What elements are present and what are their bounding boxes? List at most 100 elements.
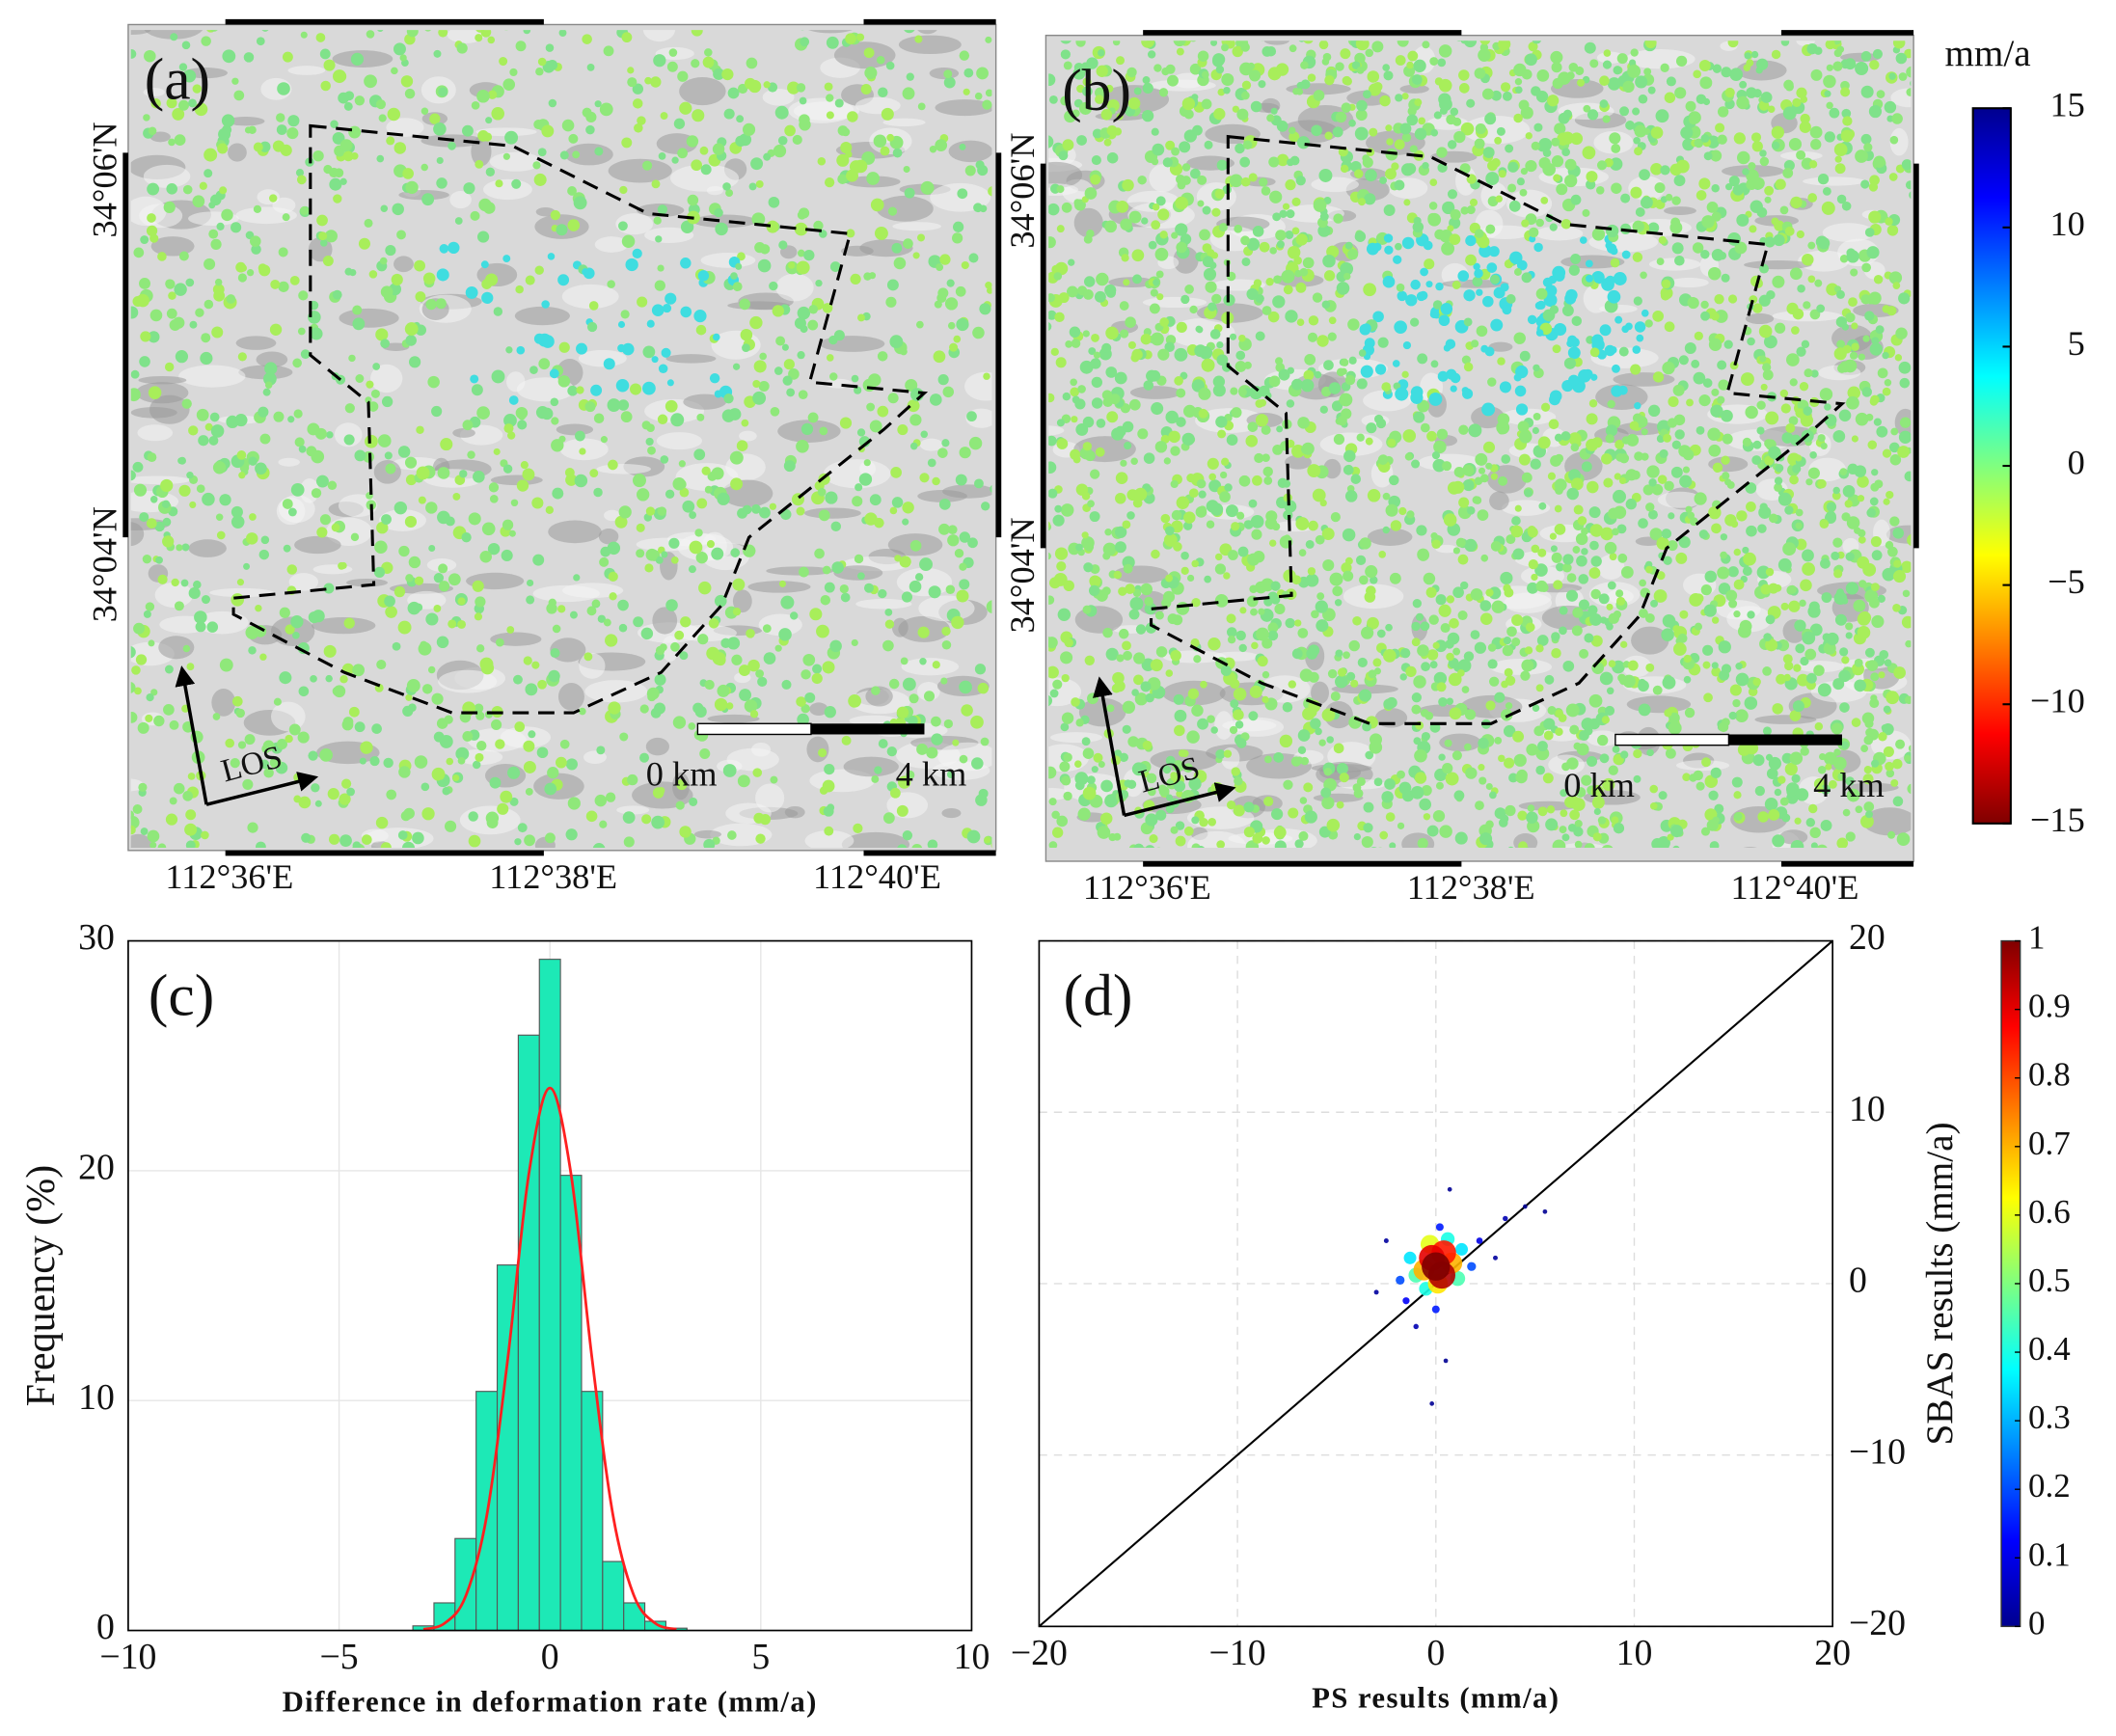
ps-point [1395, 242, 1402, 251]
hillshade [154, 582, 194, 608]
ps-point [1745, 482, 1757, 494]
ps-point [1576, 555, 1587, 567]
ps-point [463, 182, 475, 195]
ps-point [1611, 816, 1619, 825]
ps-point [1488, 246, 1500, 258]
ps-point [1355, 555, 1367, 566]
ps-point [148, 331, 160, 343]
ps-point [393, 142, 407, 154]
ps-point [1457, 554, 1469, 565]
ps-point [637, 116, 646, 125]
ps-point [1336, 367, 1345, 377]
ps-point [1777, 557, 1792, 572]
ps-point [1693, 69, 1701, 79]
ps-point [166, 182, 178, 195]
ps-point [157, 843, 167, 849]
ps-point [319, 239, 328, 247]
ps-point [592, 843, 606, 849]
ps-point [1122, 420, 1134, 433]
ps-point [1742, 546, 1750, 555]
ps-point [391, 67, 398, 75]
ps-point [712, 143, 725, 155]
ps-point [1189, 168, 1201, 179]
hillshade [158, 636, 195, 660]
ps-point [198, 435, 209, 447]
ps-point [1514, 78, 1523, 86]
ps-point [1171, 147, 1180, 156]
ps-point [509, 797, 519, 806]
ps-point [1446, 652, 1454, 662]
ps-point [361, 834, 372, 845]
ps-point [1234, 361, 1247, 372]
ps-point [1348, 356, 1357, 365]
ps-point [1329, 572, 1343, 586]
hillshade [1150, 748, 1219, 772]
ps-point [637, 296, 648, 308]
ps-point [1133, 674, 1144, 686]
ps-point [1892, 282, 1901, 289]
ps-point [1334, 599, 1343, 607]
ps-point [943, 76, 956, 89]
ps-point [1273, 752, 1284, 763]
ps-point [277, 739, 287, 750]
ps-point [472, 760, 481, 770]
ps-point [1176, 496, 1190, 510]
ps-point [1471, 339, 1479, 348]
ps-point [1513, 332, 1526, 344]
ps-point [510, 499, 519, 507]
ps-point [644, 563, 654, 573]
ps-point [617, 343, 626, 353]
ps-point [1445, 339, 1456, 349]
ps-point [741, 419, 749, 427]
ps-point [343, 101, 353, 111]
ps-point [1125, 316, 1136, 328]
ps-point [1261, 578, 1274, 592]
ps-point [1688, 114, 1699, 125]
ps-point [608, 701, 621, 715]
ps-point [818, 30, 821, 31]
ps-point [1661, 628, 1674, 641]
ps-point [605, 634, 618, 647]
ps-point [248, 456, 258, 466]
ps-point [1665, 747, 1676, 759]
ps-point [984, 836, 991, 844]
hillshade [941, 808, 962, 819]
ps-point [1089, 511, 1100, 523]
ps-point [855, 483, 863, 492]
hillshade [535, 206, 556, 217]
ps-point [927, 839, 938, 849]
ps-point [235, 708, 246, 719]
ps-point [1562, 554, 1574, 565]
ps-point [283, 544, 291, 553]
ps-point [1256, 627, 1269, 641]
ps-point [189, 320, 198, 329]
ps-point [1432, 641, 1440, 649]
ps-point [1702, 661, 1711, 669]
ps-point [1816, 844, 1828, 849]
ps-point [1076, 135, 1087, 146]
hillshade [287, 66, 326, 75]
ps-point [1433, 111, 1442, 120]
ps-point [1496, 126, 1506, 136]
hillshade [1890, 88, 1912, 108]
ps-point [903, 238, 913, 249]
ps-point [1339, 773, 1349, 783]
ps-point [348, 125, 362, 139]
ps-point [340, 778, 352, 789]
ps-point [1833, 143, 1848, 156]
ps-point [1884, 378, 1892, 387]
ps-point [1079, 360, 1094, 374]
ps-point [1056, 815, 1069, 827]
ps-point [775, 336, 786, 346]
ps-point [405, 693, 413, 701]
ps-point [1051, 810, 1060, 820]
ps-point [1870, 694, 1878, 702]
ps-point [384, 451, 393, 460]
ps-point [803, 249, 815, 261]
ps-point [1099, 812, 1113, 825]
ps-point [863, 272, 872, 281]
ps-point [800, 37, 810, 47]
ps-point [1555, 486, 1563, 495]
ps-point [1878, 732, 1887, 742]
